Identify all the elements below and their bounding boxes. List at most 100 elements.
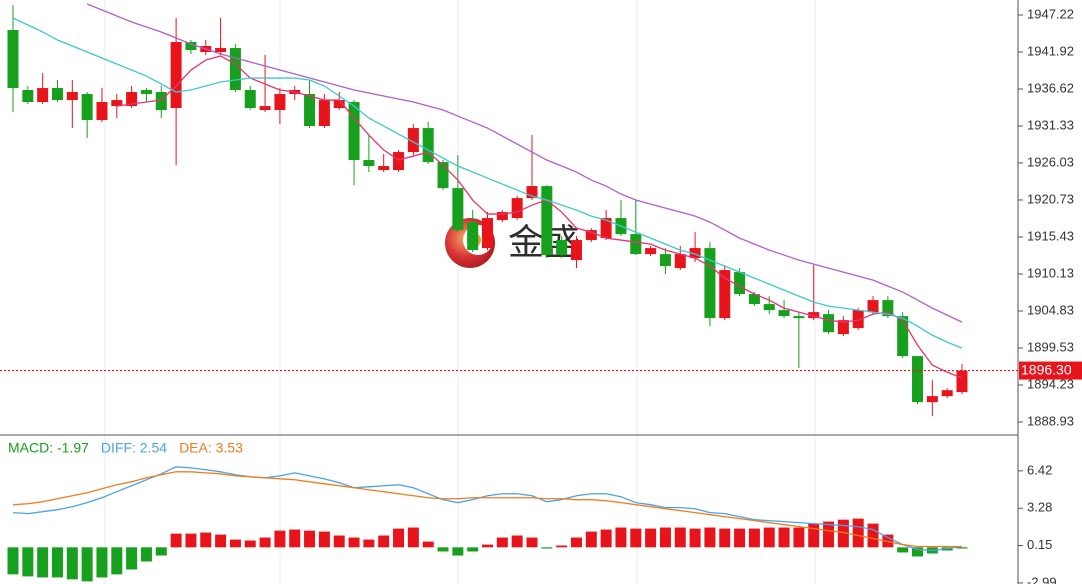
macd-bar: [333, 535, 345, 548]
candle-body: [7, 30, 19, 89]
macd-bar: [467, 547, 479, 552]
y-tick-label: 1904.83: [1027, 302, 1074, 317]
candle-body: [941, 390, 953, 397]
candle-body: [111, 100, 123, 107]
macd-bar: [556, 545, 568, 548]
moving-average-line: [86, 3, 963, 323]
macd-bar: [496, 537, 508, 548]
candle-body: [793, 316, 805, 319]
macd-bar: [719, 528, 731, 548]
macd-bar: [289, 529, 301, 548]
candle-body: [867, 300, 879, 313]
candle-body: [734, 272, 746, 295]
candle-body: [437, 162, 449, 189]
macd-bar: [482, 544, 493, 548]
candle-body: [778, 310, 790, 317]
macd-bar: [511, 535, 523, 548]
macd-bar: [378, 535, 390, 548]
macd-bar: [763, 527, 775, 548]
y-tick-label: 1936.62: [1027, 80, 1074, 95]
macd-bar: [793, 527, 805, 548]
candle-body: [244, 90, 256, 109]
legend-entry: DEA: 3.53: [179, 440, 243, 456]
candle-body: [748, 294, 760, 305]
candle-body: [719, 270, 731, 319]
candle-body: [51, 88, 63, 101]
macd-bar: [837, 519, 849, 548]
candle-body: [81, 94, 93, 121]
marks: [0, 3, 1018, 582]
candle-body: [526, 186, 538, 199]
candle-body: [482, 218, 493, 249]
macd-bar: [304, 530, 316, 548]
macd-bar: [734, 528, 746, 548]
candle-body: [393, 152, 405, 171]
candle-body: [674, 254, 686, 269]
macd-bar: [318, 531, 330, 548]
moving-average-line: [12, 17, 963, 349]
candle-body: [96, 102, 108, 121]
y-tick-label: 3.28: [1027, 500, 1052, 515]
macd-bar: [437, 547, 449, 552]
macd-bar: [600, 529, 612, 548]
candle-body: [318, 100, 330, 127]
candle-body: [956, 370, 968, 393]
candle-body: [763, 304, 775, 311]
macd-bar: [615, 527, 627, 548]
candle-body: [541, 186, 553, 256]
macd-bar: [244, 540, 256, 548]
candle-body: [452, 188, 464, 231]
macd-bar: [452, 547, 464, 556]
macd-bar: [867, 523, 879, 548]
candle-body: [570, 240, 582, 261]
candle-body: [22, 90, 34, 103]
macd-bar: [155, 547, 167, 556]
candle-body: [215, 48, 227, 53]
candle-body: [600, 218, 612, 239]
macd-bar: [7, 547, 19, 575]
macd-bar: [852, 518, 864, 548]
macd-bar: [748, 528, 760, 548]
candle-body: [852, 310, 864, 329]
candle-body: [407, 128, 419, 153]
macd-bar: [407, 527, 419, 548]
candle-body: [837, 320, 849, 335]
candle-body: [823, 314, 835, 333]
candle-body: [363, 160, 375, 167]
candle-body: [556, 240, 568, 256]
macd-bar: [259, 537, 271, 548]
macd-bar: [808, 523, 820, 548]
macd-bar: [215, 534, 227, 548]
candle-body: [140, 90, 152, 95]
macd-bar: [630, 528, 642, 548]
macd-line: [12, 466, 963, 552]
candle-body: [630, 234, 642, 255]
macd-bar: [126, 547, 138, 570]
macd-bar: [422, 541, 434, 548]
macd-bar: [363, 539, 375, 548]
last-price-label: 1896.30: [1021, 361, 1072, 377]
candle-body: [689, 248, 701, 259]
candle-body: [304, 94, 316, 127]
macd-bar: [37, 547, 49, 578]
macd-bar: [585, 531, 597, 548]
macd-line: [12, 471, 962, 548]
candle-body: [155, 92, 167, 111]
macd-bar: [51, 547, 63, 578]
candle-body: [126, 92, 138, 107]
last-price-box: [1019, 361, 1082, 380]
candle-body: [882, 300, 894, 317]
macd-bar: [393, 528, 405, 548]
candle-body: [170, 42, 182, 109]
y-tick-label: 1888.93: [1027, 413, 1074, 428]
y-tick-label: 1920.73: [1027, 191, 1074, 206]
macd-bar: [229, 539, 241, 548]
candle-body: [897, 316, 909, 357]
candle-body: [585, 230, 597, 241]
macd-bar: [348, 537, 360, 548]
candle-body: [808, 312, 820, 319]
macd-bar: [170, 533, 182, 548]
macd-bar: [200, 532, 212, 548]
